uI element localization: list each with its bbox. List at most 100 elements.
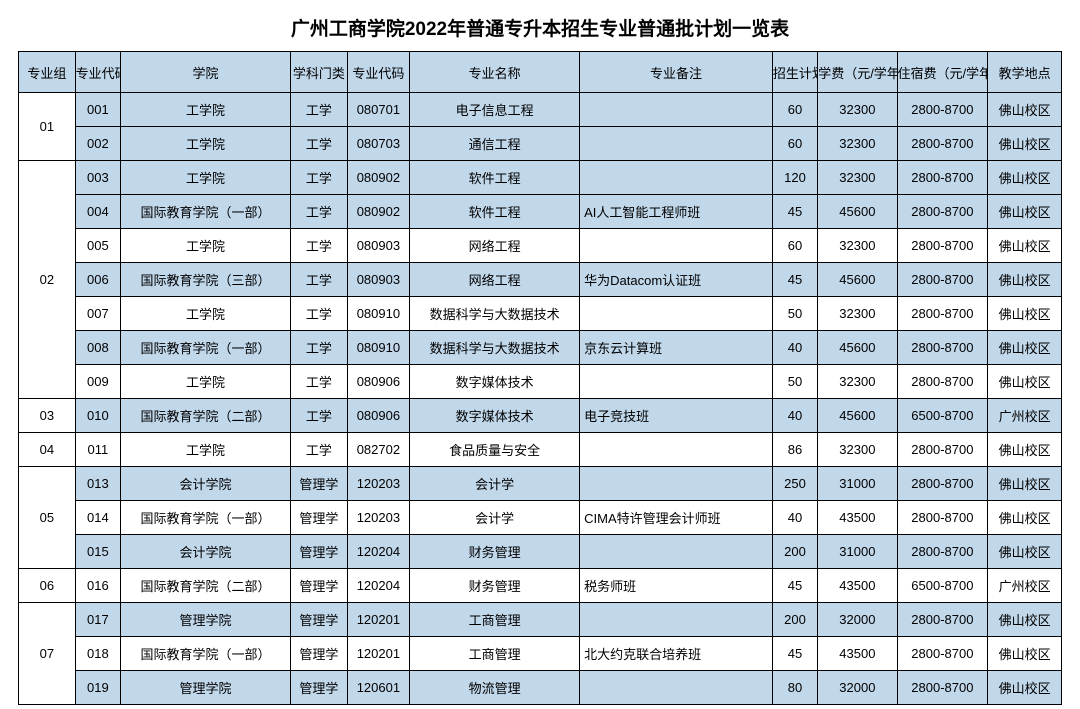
- cell-disc: 管理学: [291, 671, 348, 705]
- cell-plan: 250: [772, 467, 817, 501]
- cell-major: 财务管理: [410, 535, 580, 569]
- cell-disc: 工学: [291, 331, 348, 365]
- cell-code: 009: [75, 365, 120, 399]
- cell-code: 006: [75, 263, 120, 297]
- table-row: 02003工学院工学080902软件工程120323002800-8700佛山校…: [19, 161, 1062, 195]
- cell-college: 国际教育学院（二部）: [121, 569, 291, 603]
- cell-major: 软件工程: [410, 195, 580, 229]
- cell-plan: 200: [772, 603, 817, 637]
- cell-disc: 工学: [291, 93, 348, 127]
- cell-plan: 45: [772, 263, 817, 297]
- cell-campus: 佛山校区: [988, 93, 1062, 127]
- cell-dorm: 6500-8700: [897, 569, 988, 603]
- col-header-8: 学费（元/学年）: [818, 52, 897, 93]
- cell-fee: 31000: [818, 535, 897, 569]
- cell-disc: 工学: [291, 365, 348, 399]
- cell-code: 017: [75, 603, 120, 637]
- cell-college: 国际教育学院（一部）: [121, 331, 291, 365]
- cell-note: [580, 161, 773, 195]
- col-header-6: 专业备注: [580, 52, 773, 93]
- cell-code: 014: [75, 501, 120, 535]
- cell-fee: 32300: [818, 229, 897, 263]
- table-row: 06016国际教育学院（二部）管理学120204财务管理税务师班45435006…: [19, 569, 1062, 603]
- cell-fee: 32300: [818, 161, 897, 195]
- table-row: 07017管理学院管理学120201工商管理200320002800-8700佛…: [19, 603, 1062, 637]
- col-header-2: 学院: [121, 52, 291, 93]
- cell-majcode: 080906: [347, 399, 409, 433]
- cell-plan: 45: [772, 195, 817, 229]
- cell-campus: 佛山校区: [988, 637, 1062, 671]
- cell-note: [580, 93, 773, 127]
- table-row: 006国际教育学院（三部）工学080903网络工程华为Datacom认证班454…: [19, 263, 1062, 297]
- cell-disc: 工学: [291, 399, 348, 433]
- cell-campus: 佛山校区: [988, 297, 1062, 331]
- table-row: 03010国际教育学院（二部）工学080906数字媒体技术电子竞技班404560…: [19, 399, 1062, 433]
- cell-dorm: 2800-8700: [897, 433, 988, 467]
- cell-majcode: 080910: [347, 297, 409, 331]
- cell-majcode: 080903: [347, 263, 409, 297]
- cell-disc: 管理学: [291, 501, 348, 535]
- cell-code: 005: [75, 229, 120, 263]
- cell-college: 国际教育学院（一部）: [121, 195, 291, 229]
- cell-majcode: 080902: [347, 195, 409, 229]
- cell-dorm: 2800-8700: [897, 535, 988, 569]
- cell-note: 华为Datacom认证班: [580, 263, 773, 297]
- cell-major: 电子信息工程: [410, 93, 580, 127]
- cell-dorm: 2800-8700: [897, 195, 988, 229]
- cell-fee: 31000: [818, 467, 897, 501]
- cell-code: 003: [75, 161, 120, 195]
- table-row: 004国际教育学院（一部）工学080902软件工程AI人工智能工程师班45456…: [19, 195, 1062, 229]
- cell-college: 工学院: [121, 433, 291, 467]
- table-row: 007工学院工学080910数据科学与大数据技术50323002800-8700…: [19, 297, 1062, 331]
- cell-college: 国际教育学院（三部）: [121, 263, 291, 297]
- cell-dorm: 2800-8700: [897, 671, 988, 705]
- table-row: 015会计学院管理学120204财务管理200310002800-8700佛山校…: [19, 535, 1062, 569]
- cell-dorm: 2800-8700: [897, 127, 988, 161]
- cell-disc: 工学: [291, 229, 348, 263]
- cell-note: 电子竞技班: [580, 399, 773, 433]
- cell-major: 食品质量与安全: [410, 433, 580, 467]
- cell-majcode: 080906: [347, 365, 409, 399]
- cell-majcode: 120601: [347, 671, 409, 705]
- cell-campus: 佛山校区: [988, 127, 1062, 161]
- cell-plan: 86: [772, 433, 817, 467]
- cell-fee: 32300: [818, 365, 897, 399]
- cell-fee: 32000: [818, 671, 897, 705]
- cell-majcode: 080902: [347, 161, 409, 195]
- col-header-4: 专业代码: [347, 52, 409, 93]
- cell-fee: 32300: [818, 297, 897, 331]
- cell-dorm: 2800-8700: [897, 365, 988, 399]
- cell-major: 会计学: [410, 467, 580, 501]
- cell-note: [580, 671, 773, 705]
- cell-fee: 32300: [818, 433, 897, 467]
- table-row: 014国际教育学院（一部）管理学120203会计学CIMA特许管理会计师班404…: [19, 501, 1062, 535]
- cell-major: 财务管理: [410, 569, 580, 603]
- cell-campus: 佛山校区: [988, 433, 1062, 467]
- cell-note: 北大约克联合培养班: [580, 637, 773, 671]
- cell-dorm: 2800-8700: [897, 263, 988, 297]
- cell-disc: 管理学: [291, 535, 348, 569]
- cell-fee: 32300: [818, 93, 897, 127]
- group-cell: 01: [19, 93, 76, 161]
- cell-college: 管理学院: [121, 603, 291, 637]
- cell-fee: 45600: [818, 399, 897, 433]
- cell-major: 数字媒体技术: [410, 365, 580, 399]
- cell-dorm: 2800-8700: [897, 161, 988, 195]
- cell-campus: 佛山校区: [988, 535, 1062, 569]
- cell-college: 工学院: [121, 127, 291, 161]
- cell-campus: 佛山校区: [988, 671, 1062, 705]
- cell-major: 数据科学与大数据技术: [410, 331, 580, 365]
- cell-college: 会计学院: [121, 467, 291, 501]
- table-row: 002工学院工学080703通信工程60323002800-8700佛山校区: [19, 127, 1062, 161]
- cell-campus: 佛山校区: [988, 229, 1062, 263]
- cell-fee: 43500: [818, 569, 897, 603]
- col-header-5: 专业名称: [410, 52, 580, 93]
- col-header-3: 学科门类: [291, 52, 348, 93]
- cell-code: 016: [75, 569, 120, 603]
- cell-college: 国际教育学院（一部）: [121, 637, 291, 671]
- cell-majcode: 120204: [347, 535, 409, 569]
- table-row: 05013会计学院管理学120203会计学250310002800-8700佛山…: [19, 467, 1062, 501]
- cell-code: 011: [75, 433, 120, 467]
- cell-dorm: 2800-8700: [897, 603, 988, 637]
- plan-table: 专业组专业代码学院学科门类专业代码专业名称专业备注招生计划学费（元/学年）住宿费…: [18, 51, 1062, 705]
